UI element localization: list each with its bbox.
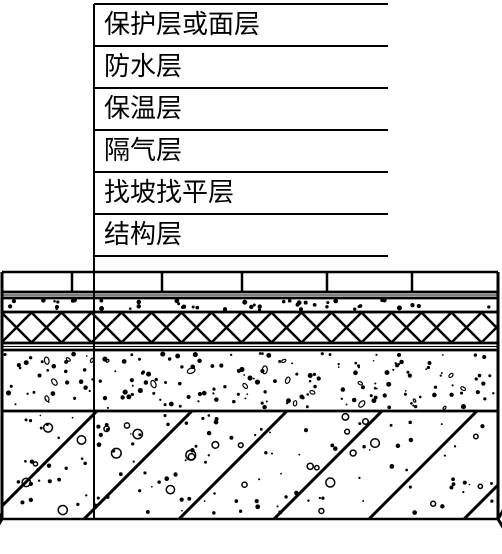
layer-protection-or-finish — [2, 272, 498, 292]
layer-label: 找坡找平层 — [104, 178, 234, 207]
layer-label: 保护层或面层 — [104, 10, 260, 39]
layer-structural — [0, 411, 502, 519]
layer-slope-screed — [2, 350, 498, 411]
layer-label: 保温层 — [104, 94, 182, 123]
layer-waterproof-dots — [2, 298, 498, 312]
layer-label: 防水层 — [104, 52, 182, 81]
cross-section-diagram: 保护层或面层防水层保温层隔气层找坡找平层结构层 — [0, 0, 502, 554]
layer-label: 结构层 — [104, 220, 182, 249]
layer-label: 隔气层 — [104, 136, 182, 165]
